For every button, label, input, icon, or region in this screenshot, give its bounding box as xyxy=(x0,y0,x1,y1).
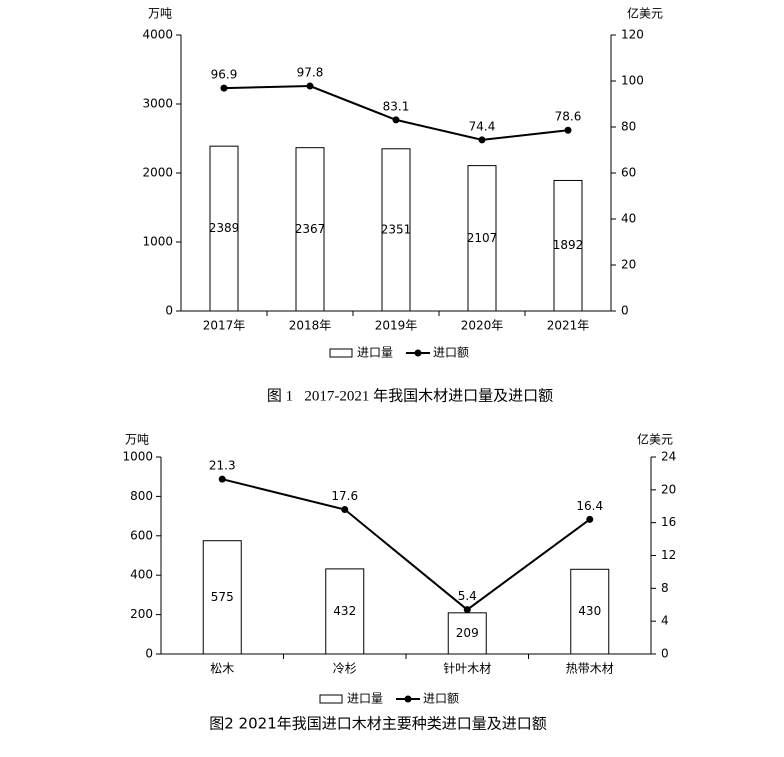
line-marker xyxy=(478,136,486,144)
y-tick-label: 3000 xyxy=(142,97,173,111)
bar xyxy=(381,148,411,312)
x-tick-label: 热带木材 xyxy=(566,662,614,676)
chart-caption: 图2 2021年我国进口木材主要种类进口量及进口额 xyxy=(209,715,547,733)
legend-marker xyxy=(404,695,412,703)
line-value-label: 97.8 xyxy=(297,66,324,80)
bar-value-label: 2351 xyxy=(381,222,412,236)
line-value-label: 5.4 xyxy=(458,589,477,603)
y2-tick-label: 20 xyxy=(621,258,636,272)
y2-tick-label: 0 xyxy=(661,647,669,661)
y-tick-label: 1000 xyxy=(122,450,153,464)
x-tick-label: 冷杉 xyxy=(333,662,357,676)
bar xyxy=(202,540,242,655)
bar-value-label: 209 xyxy=(456,626,479,640)
legend-label: 进口量 xyxy=(357,346,393,360)
bar xyxy=(447,612,487,655)
bar xyxy=(209,145,239,312)
line-marker xyxy=(218,475,226,483)
legend-marker xyxy=(414,349,422,357)
line-value-label: 83.1 xyxy=(383,99,410,113)
legend-label: 进口量 xyxy=(347,692,383,706)
legend-swatch xyxy=(319,694,343,704)
y2-tick-label: 120 xyxy=(621,28,644,42)
line-marker xyxy=(341,506,349,514)
y2-tick-label: 16 xyxy=(661,515,676,529)
legend-label: 进口额 xyxy=(423,692,459,706)
y-tick-label: 400 xyxy=(130,568,153,582)
bar-value-label: 1892 xyxy=(553,238,584,252)
legend-swatch xyxy=(329,348,353,358)
y-tick-label: 600 xyxy=(130,528,153,542)
bar xyxy=(570,568,610,655)
line-marker xyxy=(564,126,572,134)
bar-value-label: 432 xyxy=(333,604,356,618)
y2-tick-label: 8 xyxy=(661,581,669,595)
line-value-label: 96.9 xyxy=(211,68,238,82)
x-tick-label: 2018年 xyxy=(289,319,332,333)
line-marker xyxy=(220,84,228,92)
y2-tick-label: 12 xyxy=(661,548,676,562)
y2-tick-label: 60 xyxy=(621,166,636,180)
y2-tick-label: 20 xyxy=(661,482,676,496)
x-tick-label: 2020年 xyxy=(461,319,504,333)
line-value-label: 21.3 xyxy=(209,459,236,473)
y2-tick-label: 40 xyxy=(621,212,636,226)
line-marker xyxy=(306,82,314,90)
line-value-label: 17.6 xyxy=(331,489,358,503)
line-value-label: 78.6 xyxy=(555,110,582,124)
bar-value-label: 575 xyxy=(211,590,234,604)
bar-value-label: 2389 xyxy=(209,221,240,235)
y-tick-label: 2000 xyxy=(142,166,173,180)
y2-tick-label: 80 xyxy=(621,120,636,134)
line-marker xyxy=(586,515,594,523)
bar-value-label: 430 xyxy=(578,604,601,618)
y-tick-label: 200 xyxy=(130,607,153,621)
y2-tick-label: 0 xyxy=(621,304,629,318)
line xyxy=(222,478,591,611)
y2-axis-unit: 亿美元 xyxy=(627,6,663,21)
line-value-label: 74.4 xyxy=(469,119,496,133)
line-marker xyxy=(463,606,471,614)
x-tick-label: 针叶木材 xyxy=(443,661,491,676)
y-axis-unit: 万吨 xyxy=(125,433,149,447)
y-tick-label: 800 xyxy=(130,489,153,503)
bar xyxy=(325,568,365,655)
bar xyxy=(553,179,583,312)
y-tick-label: 1000 xyxy=(142,235,173,249)
line-value-label: 16.4 xyxy=(576,499,603,513)
y-tick-label: 4000 xyxy=(142,28,173,42)
y2-tick-label: 4 xyxy=(661,614,669,628)
y-tick-label: 0 xyxy=(145,647,153,661)
bar xyxy=(295,147,325,312)
y2-tick-label: 24 xyxy=(661,450,676,464)
legend-label: 进口额 xyxy=(433,346,469,360)
bar xyxy=(467,165,497,312)
x-tick-label: 2019年 xyxy=(375,319,418,333)
chart-caption: 图 1 2017-2021 年我国木材进口量及进口额 xyxy=(267,387,553,404)
x-tick-label: 松木 xyxy=(210,662,234,676)
y-tick-label: 0 xyxy=(165,304,173,318)
y-axis-unit: 万吨 xyxy=(148,7,172,21)
x-tick-label: 2017年 xyxy=(203,319,246,333)
bar-value-label: 2367 xyxy=(295,222,326,236)
line-marker xyxy=(392,116,400,124)
y2-tick-label: 100 xyxy=(621,74,644,88)
y2-axis-unit: 亿美元 xyxy=(637,432,673,447)
bar-value-label: 2107 xyxy=(467,231,498,245)
x-tick-label: 2021年 xyxy=(547,319,590,333)
